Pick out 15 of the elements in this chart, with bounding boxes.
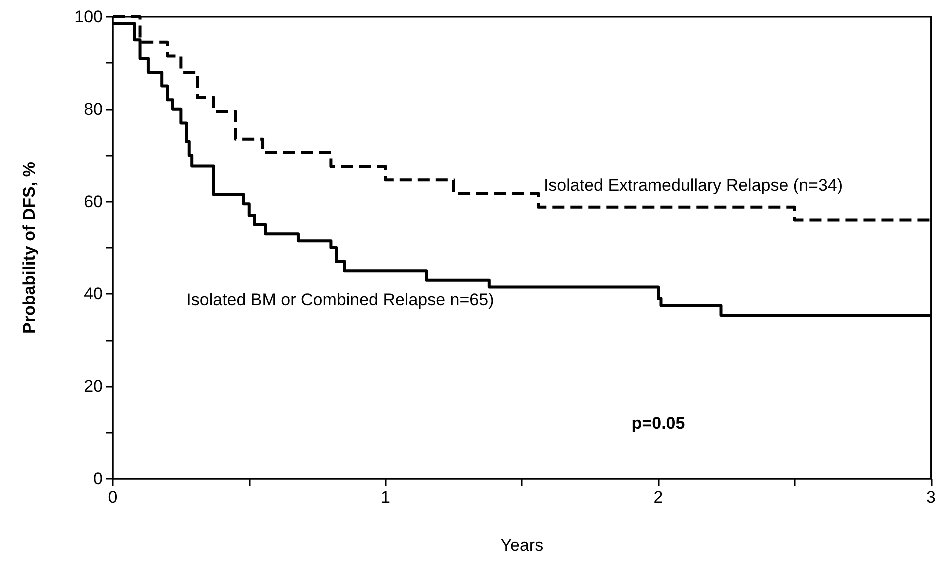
x-tick-label: 3	[926, 488, 936, 507]
y-axis-title: Probability of DFS, %	[20, 162, 39, 334]
series-label: Isolated Extramedullary Relapse (n=34)	[544, 176, 844, 195]
x-tick-label: 1	[381, 488, 390, 507]
y-tick-label: 20	[84, 377, 103, 396]
y-tick-label: 40	[84, 284, 103, 304]
y-tick-label: 100	[74, 8, 103, 26]
annotation: p=0.05	[632, 414, 686, 434]
y-tick-label: 60	[84, 192, 103, 212]
y-tick-label: 80	[84, 100, 103, 119]
series-label: Isolated BM or Combined Relapse n=65)	[186, 290, 494, 310]
x-tick-label: 2	[654, 488, 664, 507]
x-axis-title: Years	[500, 536, 544, 555]
y-tick-label: 0	[94, 470, 103, 488]
x-tick-label: 0	[108, 488, 118, 507]
